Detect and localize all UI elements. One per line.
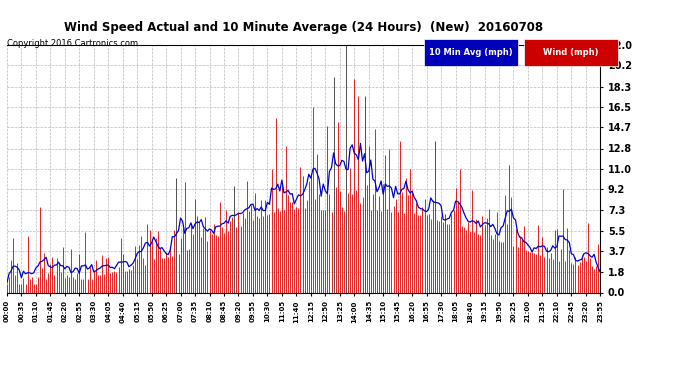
Text: Wind (mph): Wind (mph) [543,48,599,57]
Text: Copyright 2016 Cartronics.com: Copyright 2016 Cartronics.com [7,39,138,48]
Text: Wind Speed Actual and 10 Minute Average (24 Hours)  (New)  20160708: Wind Speed Actual and 10 Minute Average … [64,21,543,34]
Text: 10 Min Avg (mph): 10 Min Avg (mph) [429,48,513,57]
